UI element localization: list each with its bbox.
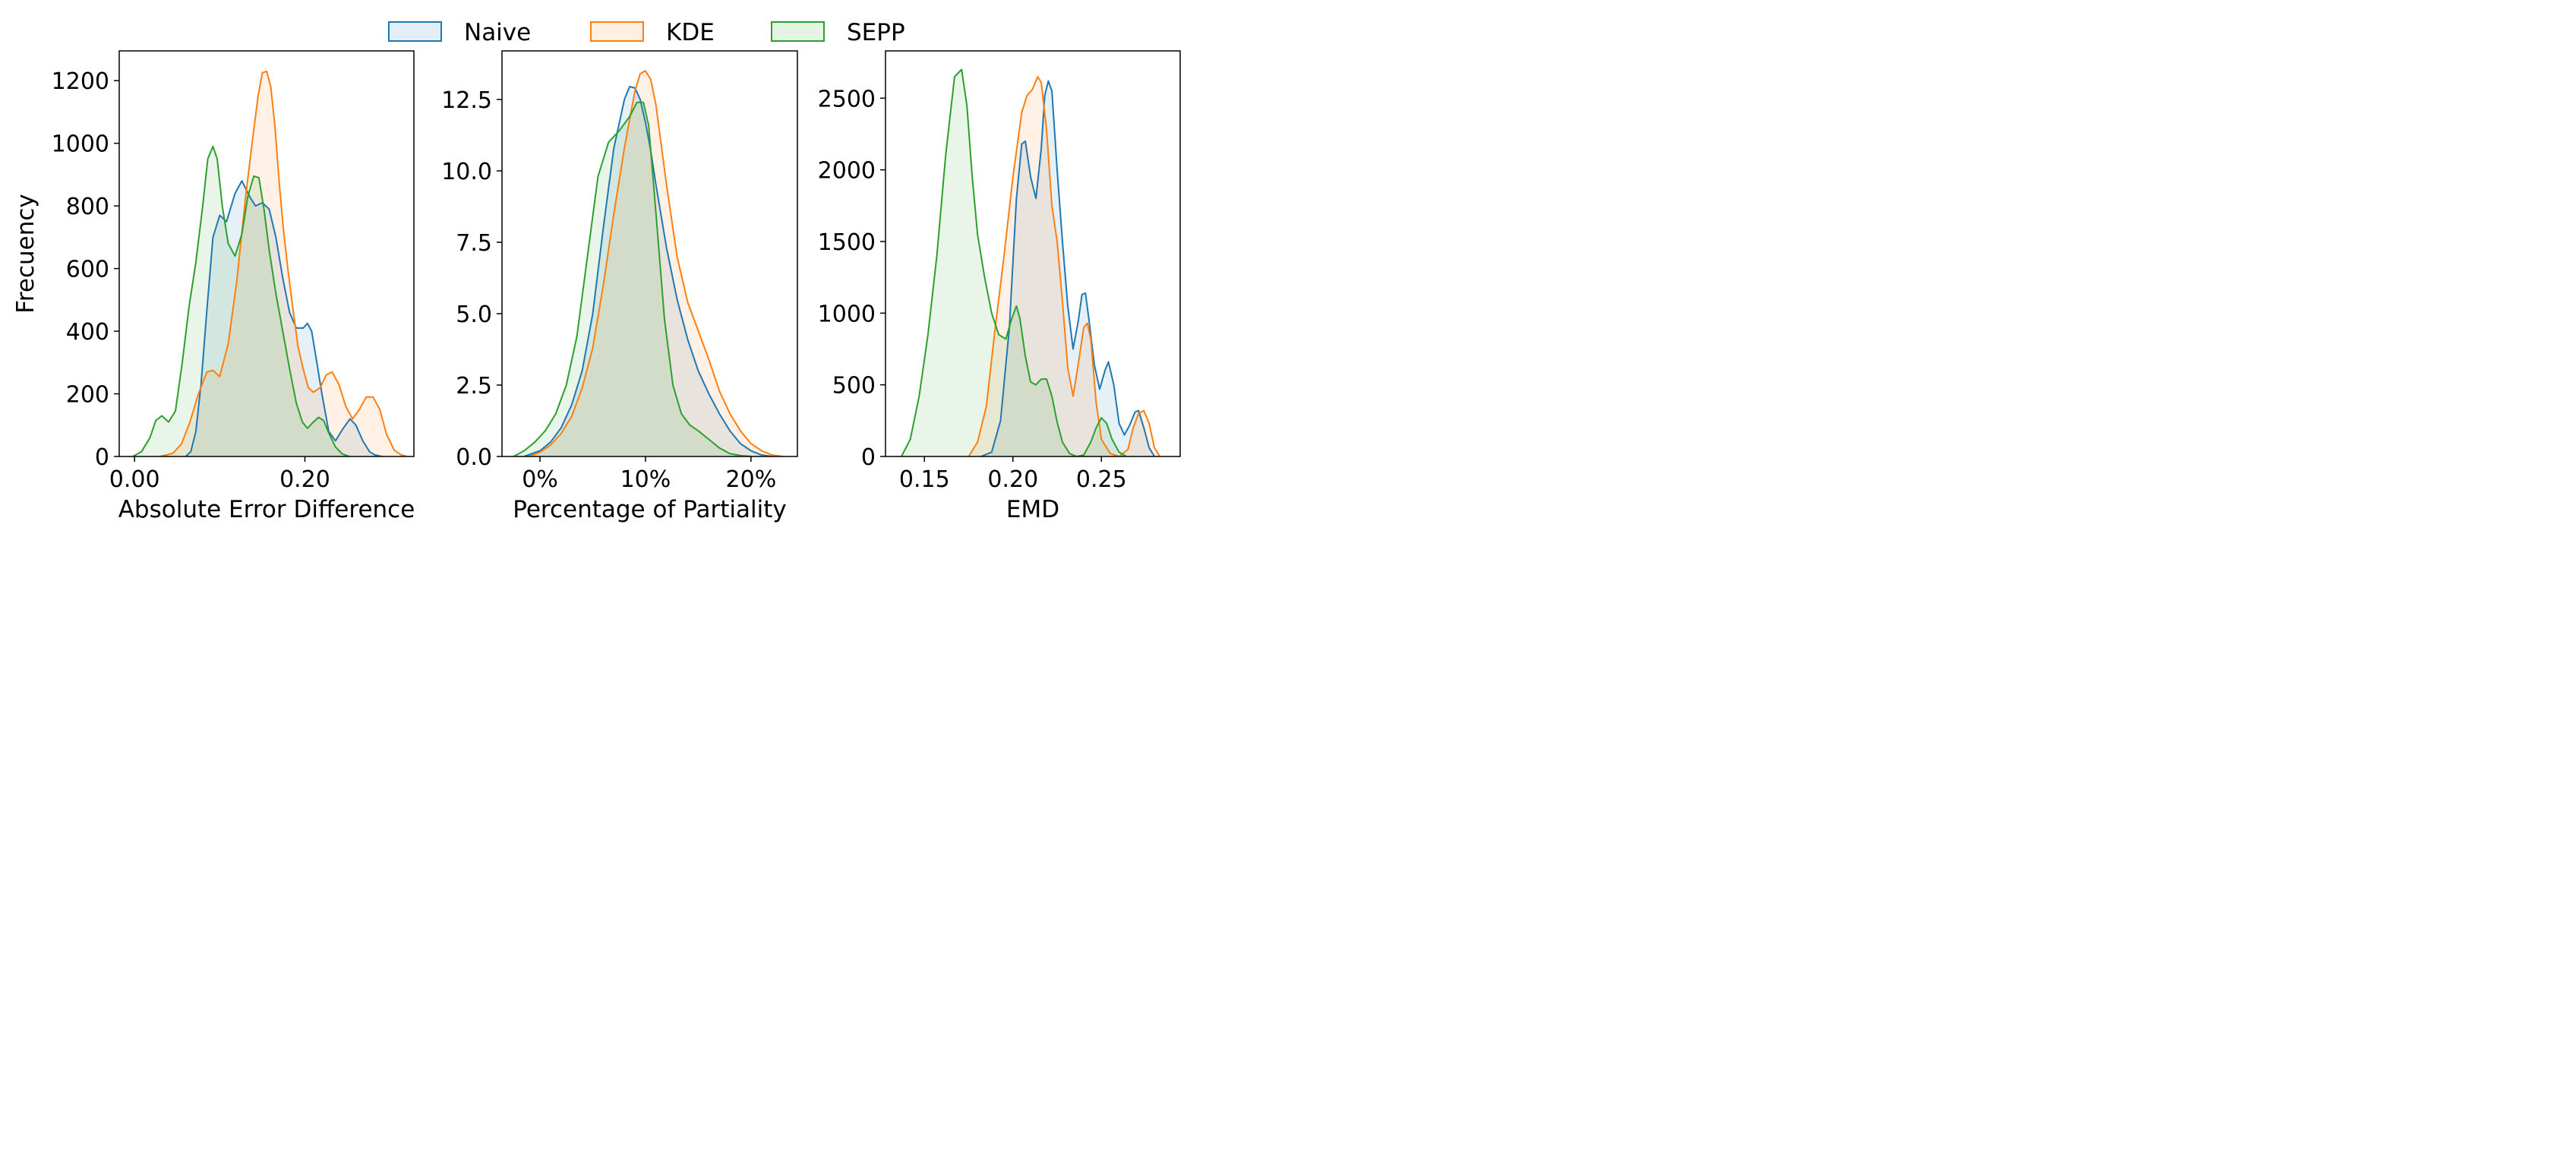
density-line-kde [529,70,783,456]
legend-swatch-sepp [771,21,825,42]
legend-swatch-naive [388,21,442,42]
y-tick-label: 0.0 [456,444,492,471]
x-axis-label: EMD [1006,496,1059,523]
x-tick-label: 0% [522,466,558,493]
y-tick-label: 1500 [818,229,876,256]
density-fill-sepp [132,146,349,456]
density-line-kde [968,76,1161,456]
density-line-sepp [901,68,1127,456]
x-axis-label: Absolute Error Difference [118,496,415,523]
legend-label-naive: Naive [464,19,531,46]
y-tick-label: 0 [95,444,109,471]
y-tick-label: 2500 [818,86,876,112]
density-fill-naive [980,81,1155,456]
figure: Naive KDE SEPP 0.00 0.200200400600800100012… [12,19,1181,523]
y-tick-label: 600 [66,257,109,283]
y-tick-label: 200 [66,382,109,409]
density-line-naive [523,86,772,456]
panel-emd: 0.15 0.20 0.25 0 500 1000 1500 2000 2500 EMD [818,50,1181,523]
y-tick-label: 1200 [52,68,109,95]
y-tick-label: 2.5 [456,373,492,400]
y-tick-label: 12.5 [441,87,492,114]
y-tick-label: 0 [861,444,876,471]
density-fill-naive [185,181,382,456]
panel-percentage-of-partiality: 0% 10% 20% 0.0 2.5 5.0 7.5 10.0 12.5 Percentage o… [441,50,798,523]
y-tick-label: 5.0 [456,302,492,328]
axes-frame [885,50,1181,457]
y-tick-label: 2000 [818,158,876,185]
density-fill-kde [968,77,1160,456]
legend-label-kde: KDE [666,19,715,46]
x-tick-label: 0.20 [279,466,330,493]
panel-absolute-error-difference: 0.00 0.20 0 200 400 600 800 1000 1200 Absolute Er… [12,50,415,523]
plot-area [901,68,1161,456]
legend-item-naive: Naive [388,19,531,46]
legend-label-sepp: SEPP [847,19,905,46]
y-tick-label: 500 [832,373,876,400]
x-tick-label: 0.25 [1076,466,1127,493]
density-fill-naive [524,87,772,456]
y-tick-label: 1000 [52,131,109,158]
density-line-sepp [513,101,751,456]
density-line-naive [980,80,1156,456]
density-fill-sepp [513,102,751,456]
density-line-kde [159,70,408,456]
density-line-naive [185,180,382,456]
y-tick-label: 1000 [818,301,876,327]
x-tick-label: 10% [620,466,671,493]
legend-item-sepp: SEPP [771,19,905,46]
x-tick-label: 0.15 [899,466,950,493]
x-tick-label: 0.20 [987,466,1038,493]
x-tick-label: 0.00 [109,466,160,493]
y-axis-label: Frecuency [12,194,39,314]
x-axis-label: Percentage of Partiality [513,496,787,523]
x-tick-label: 20% [726,466,777,493]
density-fill-kde [529,71,783,456]
y-tick-label: 10.0 [441,159,492,185]
legend-item-kde: KDE [590,19,715,46]
density-line-sepp [132,145,350,456]
y-tick-label: 7.5 [456,230,492,257]
density-fill-kde [159,71,407,456]
density-fill-sepp [901,69,1126,456]
axes-frame [501,50,798,457]
legend: Naive KDE SEPP [388,19,905,46]
y-tick-label: 800 [66,194,109,220]
plot-area [513,70,783,456]
axes-frame [118,50,415,457]
y-tick-label: 400 [66,319,109,346]
plot-area [132,70,408,456]
legend-swatch-kde [590,21,644,42]
